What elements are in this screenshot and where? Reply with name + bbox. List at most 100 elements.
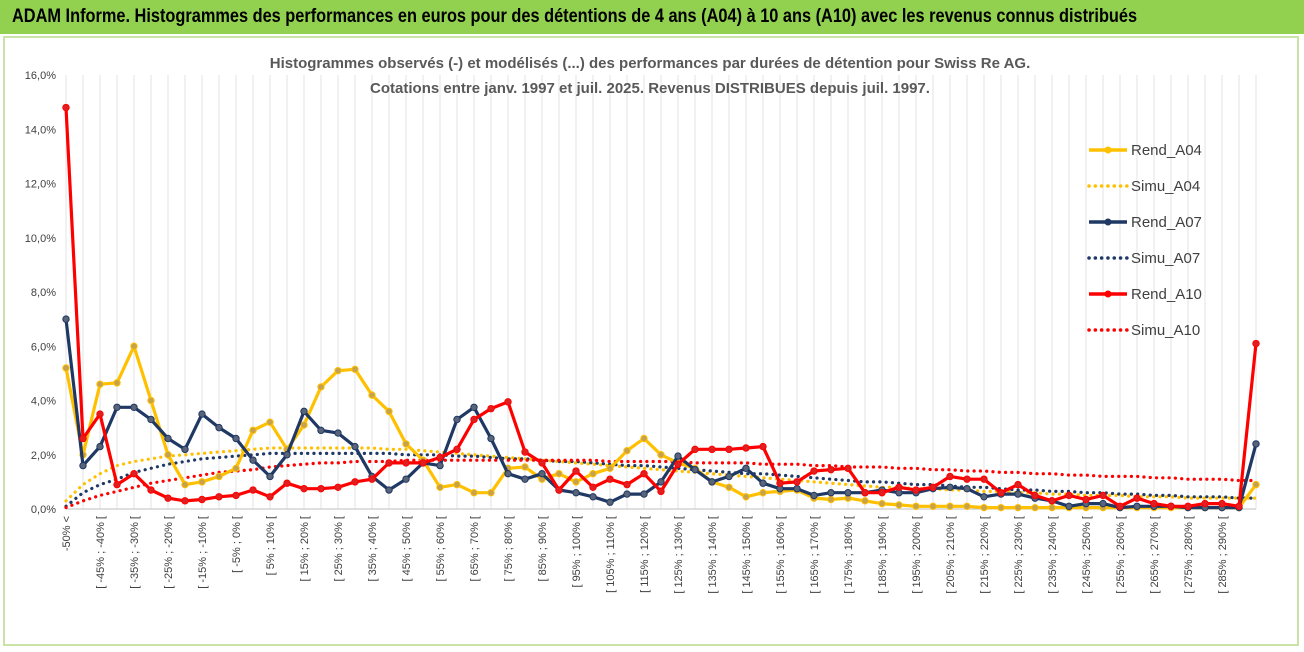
legend-label: Rend_A07 — [1131, 214, 1202, 231]
data-point-rend-a10 — [215, 493, 223, 501]
grid — [65, 75, 1257, 509]
data-point-rend-a10 — [589, 483, 597, 491]
x-tick-label: [ 225% ; 230% [ — [1013, 516, 1025, 594]
data-point-rend-a10 — [436, 453, 444, 462]
data-point-rend-a10 — [1014, 480, 1022, 489]
data-point-rend-a04 — [742, 493, 750, 501]
data-point-rend-a10 — [929, 483, 937, 491]
x-tick-label: [ 65% ; 70% [ — [469, 516, 481, 581]
data-point-rend-a10 — [198, 495, 206, 504]
x-tick-label: [ 125% ; 130% [ — [673, 516, 685, 594]
data-point-rend-a10 — [946, 472, 954, 481]
y-tick-label: 6,0% — [31, 341, 56, 353]
legend-item-rend-a07: Rend_A07 — [1089, 214, 1202, 231]
data-point-rend-a10 — [62, 103, 70, 112]
data-point-rend-a07 — [232, 434, 240, 443]
data-point-rend-a07 — [572, 489, 580, 497]
data-point-rend-a10 — [1116, 502, 1124, 510]
data-point-rend-a07 — [521, 475, 529, 483]
data-point-rend-a10 — [861, 489, 869, 497]
data-point-rend-a07 — [759, 479, 767, 487]
legend-label: Rend_A10 — [1131, 286, 1202, 303]
x-tick-label: [ -45% ; -40% [ — [95, 516, 107, 589]
data-point-rend-a04 — [1252, 480, 1260, 489]
data-point-rend-a10 — [453, 445, 461, 454]
data-point-rend-a04 — [521, 463, 529, 471]
data-point-rend-a07 — [1099, 499, 1107, 508]
data-point-rend-a10 — [844, 464, 852, 473]
data-point-rend-a10 — [878, 489, 886, 497]
data-point-rend-a04 — [487, 489, 495, 497]
data-point-rend-a07 — [980, 493, 988, 501]
y-tick-label: 0,0% — [31, 504, 56, 516]
x-tick-label: [ -5% ; 0% [ — [231, 516, 243, 573]
legend-item-simu-a07: Simu_A07 — [1087, 250, 1200, 267]
data-point-rend-a04 — [572, 478, 580, 486]
x-tick-label: [ 95% ; 100% [ — [571, 516, 583, 588]
report-header: ADAM Informe. Histogrammes des performan… — [0, 0, 1304, 34]
data-point-rend-a07 — [317, 426, 325, 435]
data-point-rend-a07 — [742, 464, 750, 473]
data-point-rend-a04 — [725, 483, 733, 491]
data-point-rend-a07 — [589, 493, 597, 501]
x-tick-label: [ 215% ; 220% [ — [979, 516, 991, 594]
x-tick-label: [ 265% ; 270% [ — [1149, 516, 1161, 594]
data-point-rend-a10 — [504, 398, 512, 406]
y-tick-label: 14,0% — [25, 124, 56, 136]
data-point-rend-a10 — [606, 475, 614, 483]
data-point-rend-a04 — [929, 502, 937, 510]
x-tick-label: [ 135% ; 140% [ — [707, 516, 719, 594]
data-point-rend-a10 — [249, 486, 257, 494]
data-point-rend-a10 — [1099, 491, 1107, 500]
legend-label: Simu_A07 — [1131, 250, 1200, 267]
data-point-rend-a07 — [487, 434, 495, 443]
data-point-rend-a04 — [198, 478, 206, 486]
data-point-rend-a10 — [521, 448, 529, 456]
x-tick-label: [ 205% ; 210% [ — [945, 516, 957, 594]
x-tick-label: [ 105% ; 110% [ — [605, 516, 617, 593]
x-tick-label: [ 275% ; 280% [ — [1183, 516, 1195, 594]
data-point-rend-a10 — [334, 483, 342, 491]
x-tick-label: [ 195% ; 200% [ — [911, 516, 923, 594]
data-point-rend-a10 — [674, 460, 682, 468]
x-tick-label: [ 15% ; 20% [ — [299, 516, 311, 581]
data-point-rend-a07 — [1252, 440, 1260, 448]
x-tick-label: [ -25% ; -20% [ — [163, 516, 175, 589]
data-point-rend-a04 — [997, 503, 1005, 512]
series-line-simu-a07 — [64, 451, 1258, 508]
data-point-rend-a07 — [691, 465, 699, 474]
data-point-rend-a10 — [1065, 491, 1073, 500]
data-point-rend-a10 — [1031, 491, 1039, 500]
data-point-rend-a04 — [453, 480, 461, 489]
data-point-rend-a10 — [1150, 499, 1158, 508]
data-point-rend-a07 — [385, 486, 393, 494]
x-tick-label: [ 155% ; 160% [ — [775, 516, 787, 594]
data-point-rend-a04 — [1031, 503, 1039, 512]
legend-marker — [1104, 146, 1112, 154]
data-point-rend-a04 — [657, 451, 665, 459]
data-point-rend-a07 — [266, 472, 274, 481]
x-tick-label: [ 35% ; 40% [ — [367, 516, 379, 581]
x-tick-label: [ 165% ; 170% [ — [809, 516, 821, 594]
legend-label: Rend_A04 — [1131, 142, 1202, 159]
data-point-rend-a10 — [232, 491, 240, 500]
y-tick-label: 8,0% — [31, 287, 56, 299]
x-tick-label: [ -15% ; -10% [ — [197, 516, 209, 589]
x-axis: -50% < [ -45% ; -40% [[ -35% ; -30% [[ -2… — [61, 508, 1256, 594]
x-tick-label: [ 245% ; 250% [ — [1081, 516, 1093, 594]
data-point-rend-a04 — [861, 497, 869, 505]
data-point-rend-a07 — [827, 489, 835, 497]
data-point-rend-a04 — [317, 383, 325, 391]
data-point-rend-a07 — [181, 445, 189, 454]
data-point-rend-a07 — [96, 442, 104, 451]
data-point-rend-a04 — [130, 342, 138, 350]
data-point-rend-a07 — [470, 403, 478, 411]
data-point-rend-a07 — [164, 434, 172, 443]
data-point-rend-a04 — [334, 366, 342, 375]
report-title: ADAM Informe. Histogrammes des performan… — [12, 6, 1138, 27]
data-point-rend-a10 — [130, 470, 138, 478]
data-point-rend-a07 — [708, 478, 716, 486]
legend-label: Simu_A10 — [1131, 322, 1200, 339]
data-point-rend-a07 — [300, 407, 308, 416]
